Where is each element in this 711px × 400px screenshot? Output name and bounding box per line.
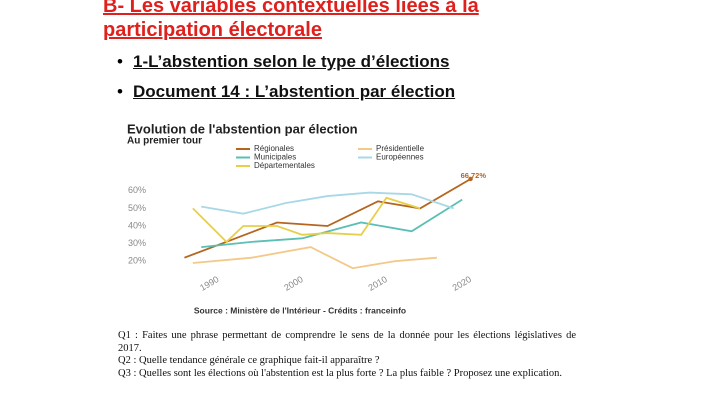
end-dot [468, 176, 473, 182]
chart-subtitle: Au premier tour [127, 136, 202, 147]
bullet: Document 14 : L’abstention par élection [133, 82, 456, 101]
bullet-dot: • [117, 52, 123, 71]
question: Q1 : Faites une phrase permettant de com… [118, 330, 576, 354]
chart-title: Evolution de l'abstention par élection [127, 121, 358, 136]
legend-label: Régionales [254, 144, 294, 153]
y-tick-label: 20% [128, 256, 146, 266]
legend-label: Européennes [376, 153, 424, 162]
legend-label: Municipales [254, 153, 296, 162]
questions: Q1 : Faites une phrase permettant de com… [118, 330, 576, 380]
annotation: 66,72% [461, 171, 487, 180]
y-tick-label: 40% [128, 220, 146, 230]
y-tick-label: 50% [128, 203, 146, 213]
chart-source: Source : Ministère de l'Intérieur - Créd… [194, 305, 406, 315]
series-line [201, 198, 463, 249]
bullet: 1-L’abstention selon le type d’élections [133, 52, 450, 71]
chart-frame [118, 115, 490, 320]
series-line [192, 246, 437, 270]
series-line [192, 196, 421, 244]
legend-label: Départementales [254, 161, 315, 170]
question: Q3 : Quelles sont les élections où l'abs… [118, 367, 562, 379]
series-line [201, 191, 455, 215]
y-tick-label: 30% [128, 238, 146, 248]
question: Q2 : Quelle tendance générale ce graphiq… [118, 355, 380, 366]
slide-title: B- Les variables contextuelles liées à l… [103, 0, 479, 41]
bullet-dot: • [117, 82, 123, 101]
y-tick-label: 60% [128, 185, 146, 195]
legend-label: Présidentielle [376, 144, 425, 153]
